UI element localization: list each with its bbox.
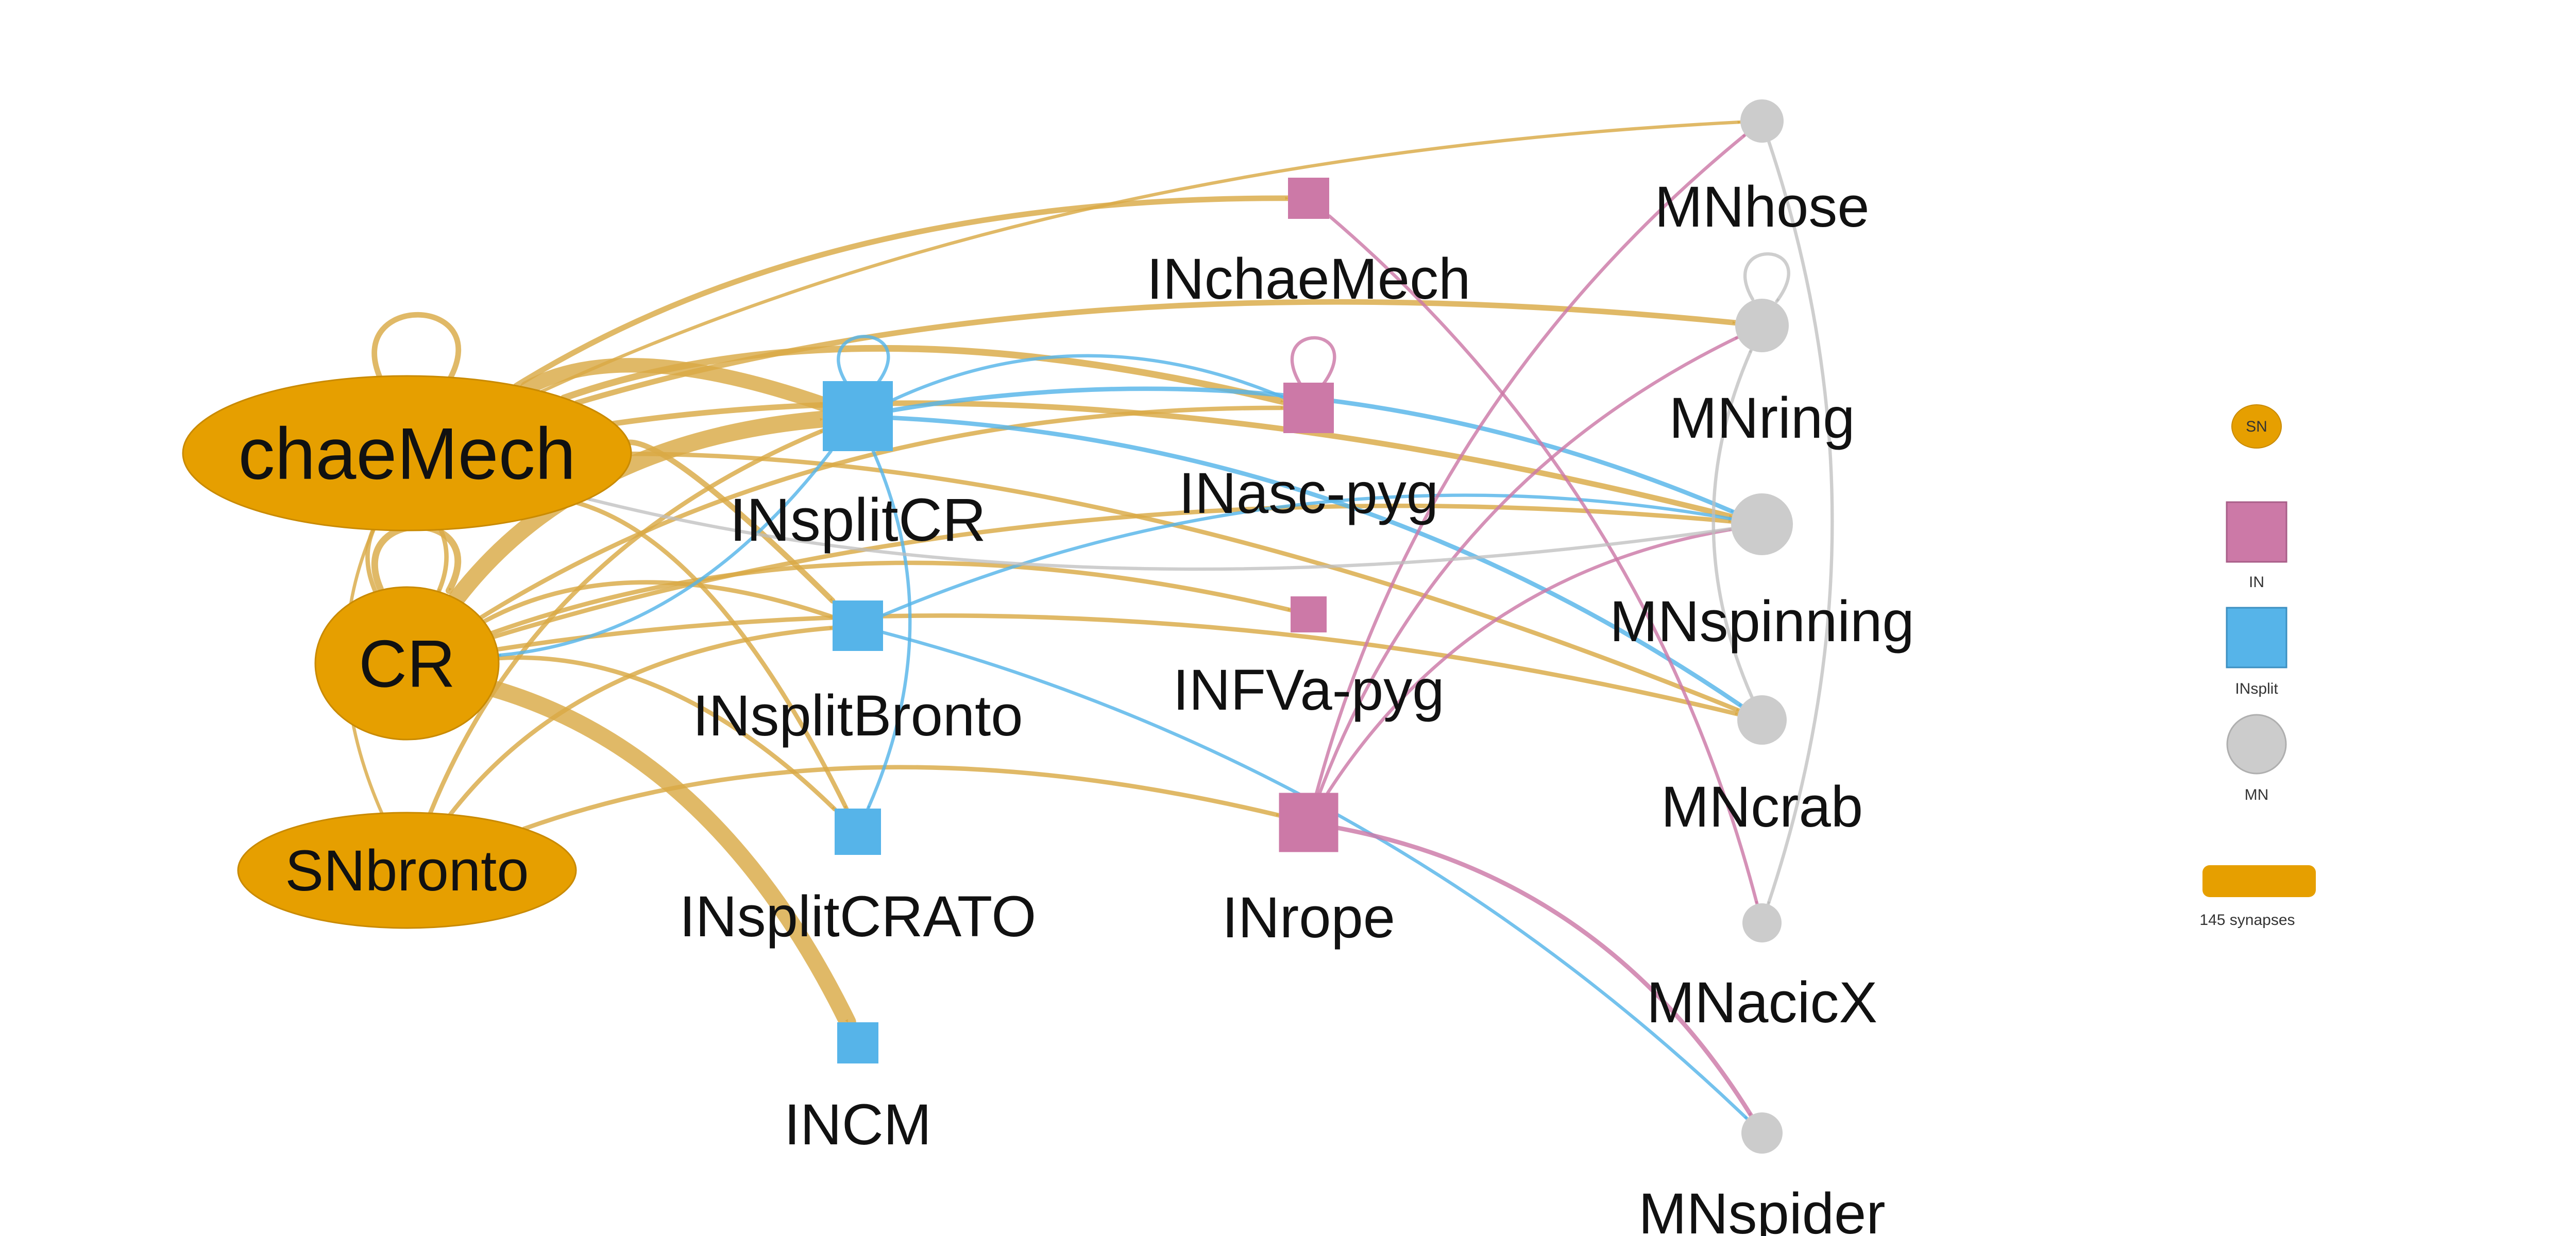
edge-INrope-to-MNhose xyxy=(1315,133,1747,795)
edge-MNhose-to-MNacicX xyxy=(1766,140,1834,906)
legend-edge-width-label: 145 synapses xyxy=(2199,912,2295,929)
node-MNacicX xyxy=(1742,903,1782,942)
edge-INasc-pyg-to-INasc-pyg xyxy=(1290,336,1336,387)
edge-chaeMech-to-MNcrab xyxy=(629,451,1741,713)
edge-MNspinning-to-chaeMech xyxy=(586,497,1733,571)
legend-insplit-swatch xyxy=(2226,607,2287,668)
node-label-MNspider: MNspider xyxy=(1638,1181,1885,1236)
node-INCM xyxy=(837,1022,878,1063)
legend-mn-swatch xyxy=(2226,714,2287,775)
edge-chaeMech-to-MNhose xyxy=(540,120,1742,393)
node-label-INasc-pyg: INasc-pyg xyxy=(1179,461,1438,525)
edge-SNbronto-to-INsplitBronto xyxy=(448,625,835,817)
node-label-INrope: INrope xyxy=(1222,885,1395,950)
node-SNbronto xyxy=(237,812,577,929)
node-MNhose xyxy=(1740,99,1784,143)
node-INsplitBronto xyxy=(833,600,883,651)
node-label-chaeMech: chaeMech xyxy=(238,413,575,495)
node-label-MNhose: MNhose xyxy=(1654,175,1869,239)
edge-CR-to-INasc-pyg xyxy=(478,405,1286,620)
legend: SN IN INsplit MN 145 synapses xyxy=(2199,404,2316,929)
edge-INsplitBronto-to-MNspider xyxy=(881,630,1749,1121)
legend-in-swatch xyxy=(2226,501,2287,563)
node-label-INsplitBronto: INsplitBronto xyxy=(692,683,1023,748)
edge-INrope-to-MNspider xyxy=(1336,826,1754,1118)
edge-CR-to-MNspinning xyxy=(490,503,1734,640)
edge-CR-to-INsplitCRATO xyxy=(496,655,837,812)
legend-sn-swatch xyxy=(2231,404,2282,449)
node-INFVa-pyg xyxy=(1291,596,1327,632)
node-CR xyxy=(314,586,500,741)
legend-mn-label: MN xyxy=(2245,786,2269,803)
node-label-MNacicX: MNacicX xyxy=(1647,970,1877,1035)
node-MNspinning xyxy=(1731,493,1793,555)
node-label-INsplitCRATO: INsplitCRATO xyxy=(680,884,1037,949)
node-label-INchaeMech: INchaeMech xyxy=(1147,247,1471,311)
edge-chaeMech-to-MNring xyxy=(574,299,1738,406)
node-label-CR: CR xyxy=(359,626,455,701)
node-label-INFVa-pyg: INFVa-pyg xyxy=(1173,658,1445,722)
legend-insplit-label: INsplit xyxy=(2235,680,2278,697)
node-INrope xyxy=(1279,793,1338,852)
node-label-INCM: INCM xyxy=(784,1092,931,1157)
edge-chaeMech-to-INsplitBronto xyxy=(626,439,836,604)
edge-CR-to-INsplitBronto xyxy=(481,580,835,624)
edge-MNcrab-to-MNring xyxy=(1711,348,1754,699)
edge-INsplitCR-to-INsplitCRATO xyxy=(866,449,912,811)
edge-SNbronto-to-INsplitCR xyxy=(428,428,825,816)
node-INsplitCRATO xyxy=(835,809,881,855)
edge-CR-to-INFVa-pyg xyxy=(489,560,1293,636)
edge-INsplitBronto-to-MNspinning xyxy=(881,493,1734,617)
node-INsplitCR xyxy=(823,381,893,451)
node-label-MNspinning: MNspinning xyxy=(1609,589,1914,654)
node-chaeMech xyxy=(182,375,632,531)
edge-INchaeMech-to-MNacicX xyxy=(1327,214,1759,906)
legend-in-label: IN xyxy=(2249,574,2264,591)
node-INasc-pyg xyxy=(1283,383,1334,433)
node-MNcrab xyxy=(1737,695,1787,745)
edge-INsplitCR-to-CR xyxy=(496,449,833,657)
node-MNring xyxy=(1735,299,1789,352)
edge-SNbronto-to-INrope xyxy=(521,765,1281,831)
edge-INsplitCR-to-INasc-pyg xyxy=(891,354,1285,402)
node-label-SNbronto: SNbronto xyxy=(285,838,529,903)
legend-sn-label: SN xyxy=(2246,418,2267,435)
node-label-MNcrab: MNcrab xyxy=(1661,775,1863,839)
edge-INrope-to-MNspinning xyxy=(1326,527,1733,795)
node-label-MNring: MNring xyxy=(1669,386,1855,450)
edge-chaeMech-to-INchaeMech xyxy=(513,195,1291,389)
labels-layer: chaeMech CR SNbronto INsplitCR INsplitBronto… xyxy=(238,175,1914,1236)
node-INchaeMech xyxy=(1288,178,1329,219)
edge-chaeMech-to-INsplitCR xyxy=(520,358,831,411)
edge-MNring-to-MNring xyxy=(1743,252,1790,303)
legend-edge-width-swatch xyxy=(2202,865,2316,897)
edge-CR-to-MNcrab xyxy=(495,613,1740,716)
nodes-layer xyxy=(182,99,1793,1154)
edge-chaeMech-to-INsplitCRATO xyxy=(575,501,849,811)
edge-CR-to-INCM xyxy=(485,680,856,1031)
node-MNspider xyxy=(1741,1112,1783,1154)
edge-INrope-to-MNring xyxy=(1318,335,1740,795)
edge-INsplitCR-to-INsplitCR xyxy=(837,335,890,386)
edge-chaeMech-to-chaeMech xyxy=(371,312,461,383)
node-label-INsplitCR: INsplitCR xyxy=(730,486,986,554)
